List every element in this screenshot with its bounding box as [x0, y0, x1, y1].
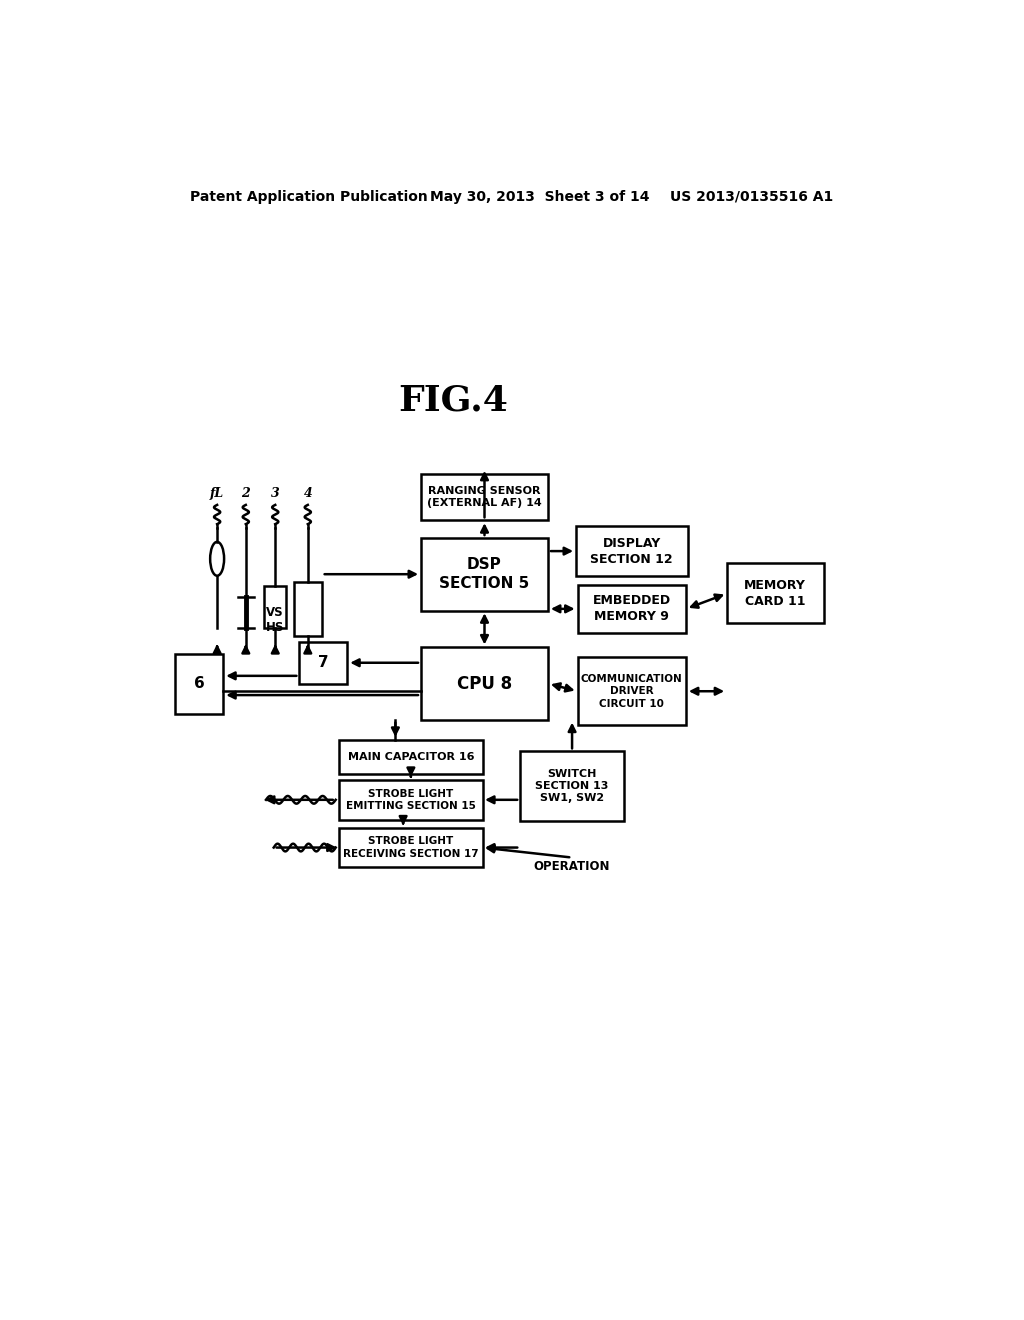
Bar: [578, 657, 686, 725]
Bar: [299, 642, 347, 684]
Text: DSP
SECTION 5: DSP SECTION 5: [439, 557, 529, 591]
Text: CPU 8: CPU 8: [457, 675, 512, 693]
Text: 4: 4: [303, 487, 312, 500]
Text: 7: 7: [318, 655, 329, 671]
Bar: [520, 751, 625, 821]
Text: EMBEDDED
MEMORY 9: EMBEDDED MEMORY 9: [593, 594, 671, 623]
Text: COMMUNICATION
DRIVER
CIRCUIT 10: COMMUNICATION DRIVER CIRCUIT 10: [581, 673, 683, 709]
Text: OPERATION: OPERATION: [534, 861, 610, 874]
Bar: [339, 739, 482, 774]
Text: 2: 2: [242, 487, 250, 500]
Text: MAIN CAPACITOR 16: MAIN CAPACITOR 16: [347, 751, 474, 762]
Bar: [294, 582, 322, 636]
Bar: [264, 586, 286, 628]
Bar: [421, 537, 549, 611]
Bar: [578, 585, 686, 632]
Text: US 2013/0135516 A1: US 2013/0135516 A1: [671, 190, 834, 203]
Ellipse shape: [210, 543, 224, 576]
Text: fL: fL: [210, 487, 224, 500]
Bar: [175, 653, 223, 714]
Text: 3: 3: [271, 487, 280, 500]
Text: May 30, 2013  Sheet 3 of 14: May 30, 2013 Sheet 3 of 14: [430, 190, 650, 203]
Text: SWITCH
SECTION 13
SW1, SW2: SWITCH SECTION 13 SW1, SW2: [536, 768, 608, 804]
Text: DISPLAY
SECTION 12: DISPLAY SECTION 12: [591, 537, 673, 565]
Bar: [339, 780, 482, 820]
Text: FIG.4: FIG.4: [398, 384, 509, 418]
Text: Patent Application Publication: Patent Application Publication: [190, 190, 428, 203]
Text: VS
HS: VS HS: [266, 606, 285, 635]
Text: STROBE LIGHT
EMITTING SECTION 15: STROBE LIGHT EMITTING SECTION 15: [346, 788, 476, 810]
Bar: [575, 527, 688, 576]
Bar: [727, 564, 823, 623]
Bar: [339, 829, 482, 867]
Text: 6: 6: [194, 676, 205, 692]
Text: MEMORY
CARD 11: MEMORY CARD 11: [744, 579, 806, 609]
Bar: [421, 647, 549, 721]
Bar: [421, 474, 549, 520]
Text: RANGING SENSOR
(EXTERNAL AF) 14: RANGING SENSOR (EXTERNAL AF) 14: [427, 486, 542, 508]
Text: STROBE LIGHT
RECEIVING SECTION 17: STROBE LIGHT RECEIVING SECTION 17: [343, 837, 478, 859]
